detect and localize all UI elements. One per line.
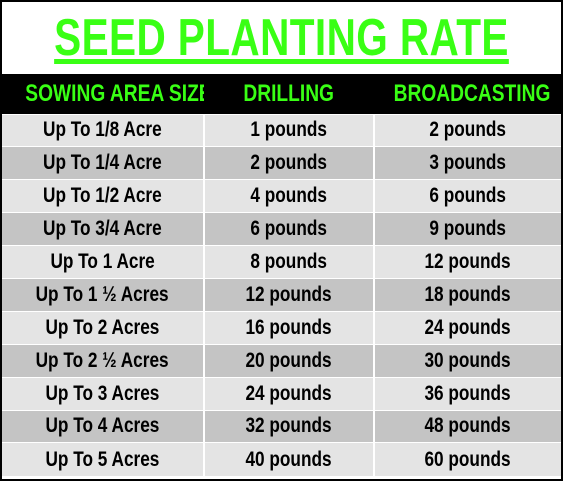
cell-text: Up To 1/4 Acre: [43, 151, 162, 175]
broadcasting-cell: 6 pounds: [374, 179, 561, 213]
cell-text: Up To 1 Acre: [50, 250, 155, 273]
drilling-cell: 8 pounds: [204, 245, 375, 279]
cell-text: 1 pounds: [250, 118, 328, 142]
title-area: SEED PLANTING RATE: [2, 2, 561, 74]
header-sowing-area-size: SOWING AREA SIZE: [2, 74, 204, 114]
cell-text: Up To 2 Acres: [45, 315, 160, 339]
sowing-area-cell: Up To 2 Acres: [2, 310, 205, 345]
sowing-area-cell: Up To 1/8 Acre: [2, 113, 205, 147]
broadcasting-cell: 2 pounds: [374, 113, 561, 147]
sowing-area-cell: Up To 1 ½ Acres: [2, 277, 205, 312]
broadcasting-cell: 60 pounds: [374, 442, 561, 476]
broadcasting-cell: 9 pounds: [374, 212, 561, 246]
cell-text: Up To 5 Acres: [45, 447, 160, 471]
table-header: SOWING AREA SIZE DRILLING BROADCASTING: [2, 74, 561, 114]
drilling-cell: 6 pounds: [204, 212, 375, 246]
cell-text: 40 pounds: [245, 447, 333, 471]
table-row: Up To 1 ½ Acres 12 pounds 18 pounds: [2, 277, 561, 312]
broadcasting-cell: 12 pounds: [374, 245, 561, 279]
drilling-cell: 40 pounds: [204, 442, 375, 476]
broadcasting-cell: 48 pounds: [374, 409, 561, 443]
table-row: Up To 1 Acre 8 pounds 12 pounds: [2, 245, 561, 279]
header-drilling: DRILLING: [204, 74, 374, 114]
header-row: SOWING AREA SIZE DRILLING BROADCASTING: [2, 74, 561, 114]
drilling-cell: 24 pounds: [204, 376, 375, 411]
cell-text: Up To 1/8 Acre: [43, 118, 162, 142]
cell-text: 24 pounds: [424, 315, 512, 339]
sowing-area-cell: Up To 1/2 Acre: [2, 179, 205, 213]
cell-text: Up To 1 ½ Acres: [35, 282, 170, 306]
broadcasting-cell: 24 pounds: [374, 310, 561, 345]
cell-text: 4 pounds: [250, 184, 328, 208]
broadcasting-cell: 3 pounds: [374, 146, 561, 180]
cell-text: 8 pounds: [250, 250, 328, 273]
drilling-cell: 16 pounds: [204, 310, 375, 345]
broadcasting-cell: 36 pounds: [374, 376, 561, 411]
cell-text: 20 pounds: [245, 348, 333, 372]
cell-text: 24 pounds: [245, 381, 333, 405]
broadcasting-cell: 18 pounds: [374, 277, 561, 312]
sowing-area-cell: Up To 4 Acres: [2, 409, 205, 443]
table-row: Up To 2 Acres 16 pounds 24 pounds: [2, 310, 561, 345]
sowing-area-cell: Up To 1/4 Acre: [2, 146, 205, 180]
drilling-cell: 1 pounds: [204, 113, 375, 147]
page-title: SEED PLANTING RATE: [54, 9, 509, 67]
table-row: Up To 5 Acres 40 pounds 60 pounds: [2, 442, 561, 476]
cell-text: 30 pounds: [424, 348, 512, 372]
table-row: Up To 1/2 Acre 4 pounds 6 pounds: [2, 179, 561, 213]
drilling-cell: 4 pounds: [204, 179, 375, 213]
table-row: Up To 1/8 Acre 1 pounds 2 pounds: [2, 113, 561, 147]
cell-text: 60 pounds: [424, 447, 512, 471]
sowing-area-cell: Up To 3/4 Acre: [2, 212, 205, 246]
broadcasting-cell: 30 pounds: [374, 343, 561, 378]
cell-text: 6 pounds: [429, 184, 507, 208]
cell-text: Up To 4 Acres: [45, 414, 160, 438]
header-broadcasting: BROADCASTING: [374, 74, 561, 114]
cell-text: 12 pounds: [245, 282, 333, 306]
cell-text: Up To 2 ½ Acres: [35, 348, 170, 372]
sowing-area-cell: Up To 1 Acre: [2, 245, 205, 279]
sowing-area-cell: Up To 3 Acres: [2, 376, 205, 411]
cell-text: 36 pounds: [424, 381, 512, 405]
table-row: Up To 4 Acres 32 pounds 48 pounds: [2, 409, 561, 443]
cell-text: Up To 3/4 Acre: [43, 217, 162, 241]
table-row: Up To 2 ½ Acres 20 pounds 30 pounds: [2, 343, 561, 378]
cell-text: 9 pounds: [429, 217, 507, 241]
table-row: Up To 1/4 Acre 2 pounds 3 pounds: [2, 146, 561, 180]
header-label: DRILLING: [243, 79, 335, 107]
sowing-area-cell: Up To 2 ½ Acres: [2, 343, 205, 378]
cell-text: 16 pounds: [245, 315, 333, 339]
table-body: Up To 1/8 Acre 1 pounds 2 pounds Up To 1/4 …: [2, 113, 561, 476]
header-label: SOWING AREA SIZE: [25, 79, 204, 107]
table-row: Up To 3/4 Acre 6 pounds 9 pounds: [2, 212, 561, 246]
header-label: BROADCASTING: [393, 79, 551, 107]
cell-text: 6 pounds: [250, 217, 328, 241]
drilling-cell: 20 pounds: [204, 343, 375, 378]
cell-text: 32 pounds: [245, 414, 333, 438]
cell-text: Up To 3 Acres: [45, 381, 160, 405]
table-row: Up To 3 Acres 24 pounds 36 pounds: [2, 376, 561, 411]
cell-text: 12 pounds: [424, 250, 512, 273]
sowing-area-cell: Up To 5 Acres: [2, 442, 205, 476]
drilling-cell: 12 pounds: [204, 277, 375, 312]
drilling-cell: 2 pounds: [204, 146, 375, 180]
seed-rate-table: SOWING AREA SIZE DRILLING BROADCASTING U…: [2, 74, 561, 476]
drilling-cell: 32 pounds: [204, 409, 375, 443]
cell-text: 48 pounds: [424, 414, 512, 438]
cell-text: Up To 1/2 Acre: [43, 184, 162, 208]
cell-text: 2 pounds: [429, 118, 507, 142]
cell-text: 3 pounds: [429, 151, 507, 175]
cell-text: 18 pounds: [424, 282, 512, 306]
cell-text: 2 pounds: [250, 151, 328, 175]
